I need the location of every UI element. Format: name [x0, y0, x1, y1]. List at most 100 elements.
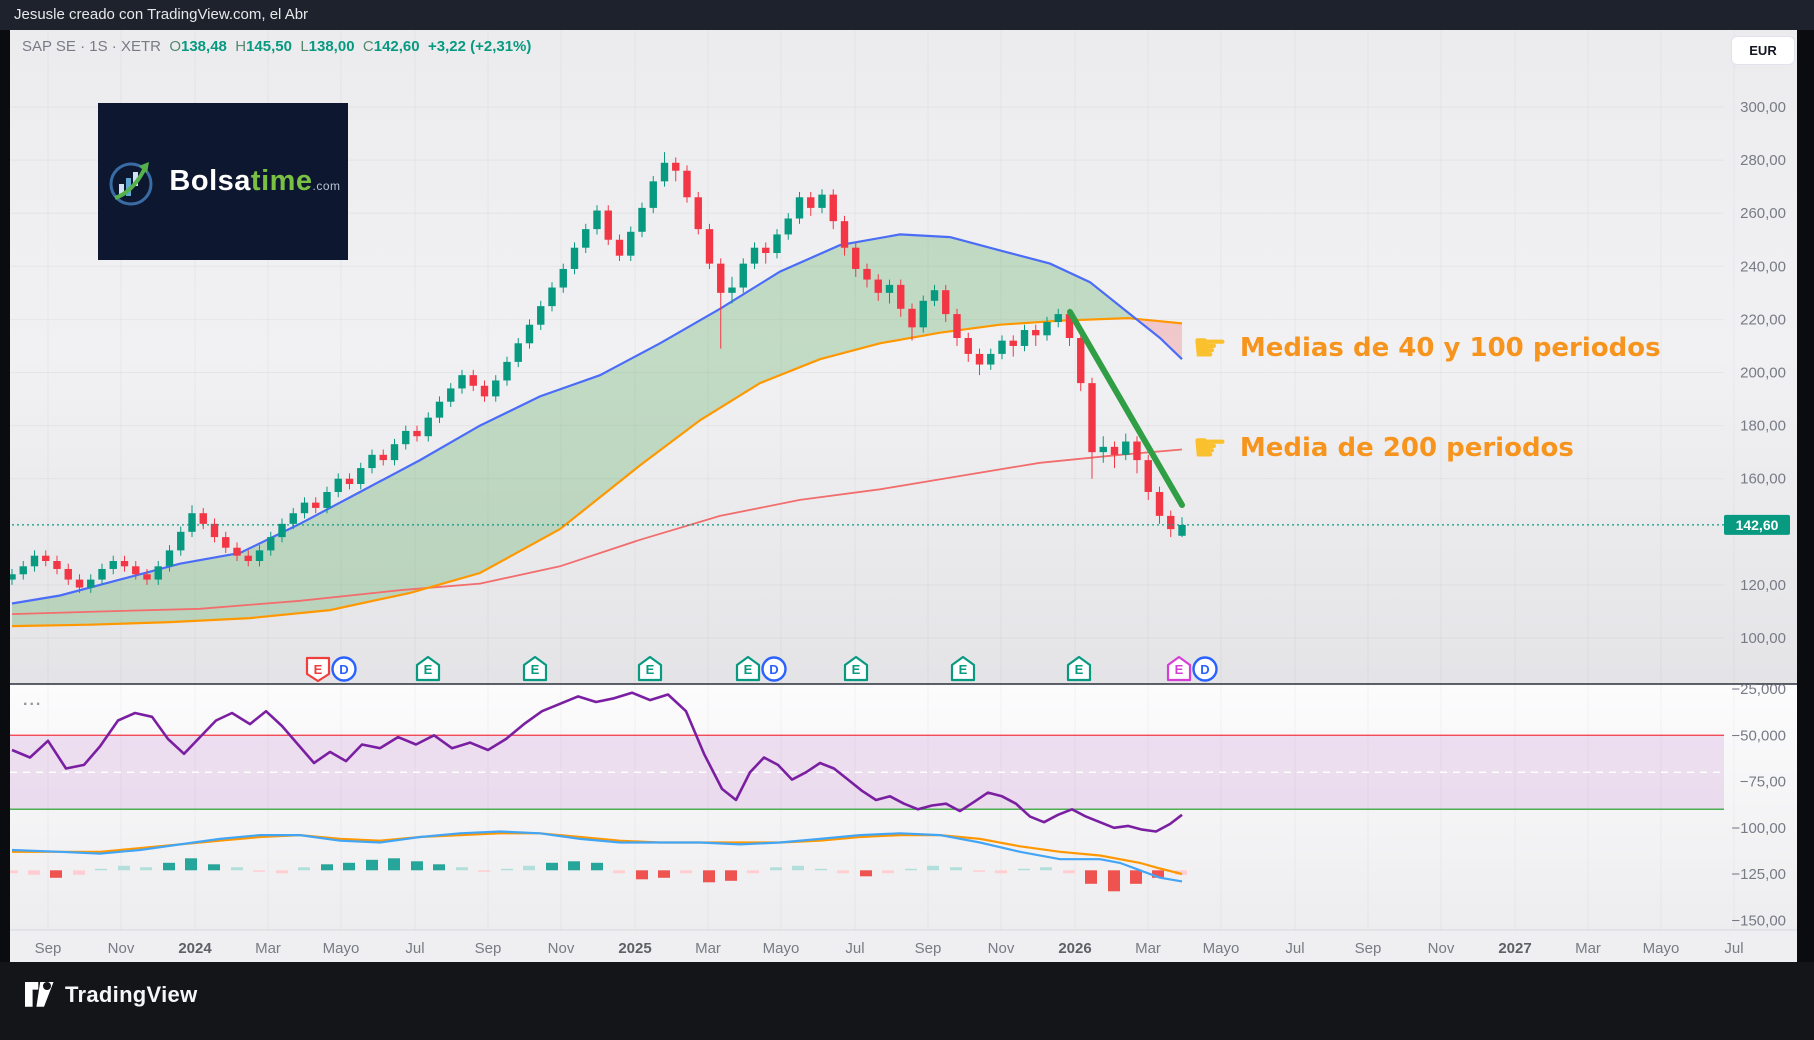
chart-area[interactable]: E D E E E E D E E E E D 300,00 280,00 260,00 240,00 220,…	[10, 30, 1797, 962]
event-badge-E[interactable]: E	[1066, 655, 1092, 682]
svg-text:E: E	[1075, 662, 1084, 677]
moving-averages-layer	[11, 233, 1183, 628]
svg-text:2025: 2025	[618, 940, 651, 957]
ma-100	[11, 316, 1183, 628]
time-axis[interactable]: Sep Nov 2024 Mar Mayo Jul Sep Nov 2025 Mar Mayo Jul…	[35, 940, 1744, 957]
tradingview-logo-icon	[25, 982, 54, 1007]
indicator-pane-bg	[10, 684, 1797, 930]
svg-text:D: D	[1200, 662, 1209, 677]
price-overlays	[12, 309, 1724, 526]
svg-text:Mayo: Mayo	[763, 940, 800, 957]
annotation-ma40-100: ☛ Medias de 40 y 100 periodos	[1192, 325, 1661, 371]
svg-text:Nov: Nov	[988, 940, 1015, 957]
svg-text:E: E	[314, 662, 323, 677]
event-badge-E[interactable]: E	[1166, 655, 1192, 682]
exchange: XETR	[120, 38, 161, 55]
svg-text:300,00: 300,00	[1740, 99, 1786, 116]
tradingview-logo[interactable]: TradingView	[25, 982, 198, 1008]
svg-text:D: D	[339, 662, 348, 677]
symbol-header: SAP SE · 1S · XETR O138,48 H145,50 L138,…	[22, 38, 532, 55]
svg-text:E: E	[744, 662, 753, 677]
pointing-hand-icon: ☛	[1192, 425, 1228, 471]
chart-canvas[interactable]: E D E E E E D E E E E D 300,00 280,00 260,00 240,00 220,…	[10, 30, 1797, 962]
time-axis-bg	[10, 930, 1797, 962]
svg-text:−100,00: −100,00	[1731, 820, 1786, 837]
svg-text:Mayo: Mayo	[323, 940, 360, 957]
svg-text:Mar: Mar	[1575, 940, 1601, 957]
event-badge-D[interactable]: D	[761, 656, 787, 682]
svg-text:2024: 2024	[178, 940, 212, 957]
open-value: 138,48	[181, 38, 227, 55]
symbol-name[interactable]: SAP SE	[22, 38, 76, 55]
svg-text:Mayo: Mayo	[1203, 940, 1240, 957]
event-badge-D[interactable]: D	[331, 656, 357, 682]
svg-text:142,60: 142,60	[1736, 517, 1779, 533]
svg-text:Nov: Nov	[548, 940, 575, 957]
svg-text:280,00: 280,00	[1740, 152, 1786, 169]
svg-text:−25,000: −25,000	[1731, 681, 1786, 698]
event-badge-E[interactable]: E	[950, 655, 976, 682]
event-badge-E[interactable]: E	[637, 655, 663, 682]
price-axis[interactable]: 300,00 280,00 260,00 240,00 220,00 200,00 180,…	[1724, 99, 1790, 929]
event-badge-E[interactable]: E	[522, 655, 548, 682]
svg-text:Sep: Sep	[915, 940, 942, 957]
svg-text:Jul: Jul	[1724, 940, 1743, 957]
trend-line	[1067, 309, 1185, 508]
annotation-text: Media de 200 periodos	[1239, 433, 1574, 463]
svg-text:200,00: 200,00	[1740, 365, 1786, 382]
pointing-hand-icon: ☛	[1192, 325, 1228, 371]
tradingview-brand-text: TradingView	[65, 982, 198, 1007]
bolsatime-logo-text: Bolsatime.com	[169, 165, 341, 197]
svg-text:Nov: Nov	[108, 940, 135, 957]
svg-text:260,00: 260,00	[1740, 205, 1786, 222]
svg-text:D: D	[769, 662, 778, 677]
annotation-ma200: ☛ Media de 200 periodos	[1192, 425, 1574, 471]
footer-bar: TradingView	[0, 962, 1814, 1040]
svg-text:100,00: 100,00	[1740, 630, 1786, 647]
ma-40	[11, 233, 1183, 605]
svg-text:−150,00: −150,00	[1731, 912, 1786, 929]
bolsatime-logo: Bolsatime.com	[98, 103, 348, 260]
williams-r-line	[11, 691, 1183, 833]
event-badge-E[interactable]: E	[305, 656, 331, 683]
window-title: Jesusle creado con TradingView.com, el A…	[14, 6, 309, 23]
svg-text:−75,00: −75,00	[1740, 774, 1786, 791]
svg-text:−125,00: −125,00	[1731, 866, 1786, 883]
svg-text:Jul: Jul	[845, 940, 864, 957]
indicator-signal-line	[12, 832, 1183, 876]
svg-text:Sep: Sep	[35, 940, 62, 957]
event-badge-E[interactable]: E	[843, 655, 869, 682]
bolsatime-logo-icon	[109, 161, 153, 205]
event-badge-E[interactable]: E	[415, 655, 441, 682]
currency-button[interactable]: EUR	[1731, 36, 1795, 65]
svg-text:E: E	[531, 662, 540, 677]
svg-text:Jul: Jul	[1285, 940, 1304, 957]
annotation-text: Medias de 40 y 100 periodos	[1239, 333, 1661, 363]
svg-text:180,00: 180,00	[1740, 418, 1786, 435]
svg-text:E: E	[424, 662, 433, 677]
svg-text:Mar: Mar	[255, 940, 281, 957]
svg-text:Sep: Sep	[475, 940, 502, 957]
close-value: 142,60	[373, 38, 420, 55]
indicator-options-icon[interactable]: ...	[23, 692, 43, 709]
event-badge-E[interactable]: E	[735, 655, 761, 682]
svg-text:E: E	[852, 662, 861, 677]
window-title-bar: Jesusle creado con TradingView.com, el A…	[0, 0, 1814, 30]
svg-text:Jul: Jul	[405, 940, 424, 957]
change-value: +3,22 (+2,31%)	[427, 38, 532, 55]
event-badge-D[interactable]: D	[1192, 656, 1218, 682]
svg-text:220,00: 220,00	[1740, 311, 1786, 328]
svg-text:2027: 2027	[1498, 940, 1531, 957]
svg-text:Nov: Nov	[1428, 940, 1455, 957]
interval[interactable]: 1S	[89, 38, 108, 55]
high-label: H	[235, 38, 247, 55]
last-price-badge	[1724, 514, 1790, 535]
svg-text:Mar: Mar	[1135, 940, 1161, 957]
svg-text:120,00: 120,00	[1740, 577, 1786, 594]
close-label: C	[362, 38, 374, 55]
svg-text:E: E	[1175, 662, 1184, 677]
oscillator-band	[10, 735, 1724, 810]
svg-text:E: E	[959, 662, 968, 677]
svg-text:Sep: Sep	[1355, 940, 1382, 957]
